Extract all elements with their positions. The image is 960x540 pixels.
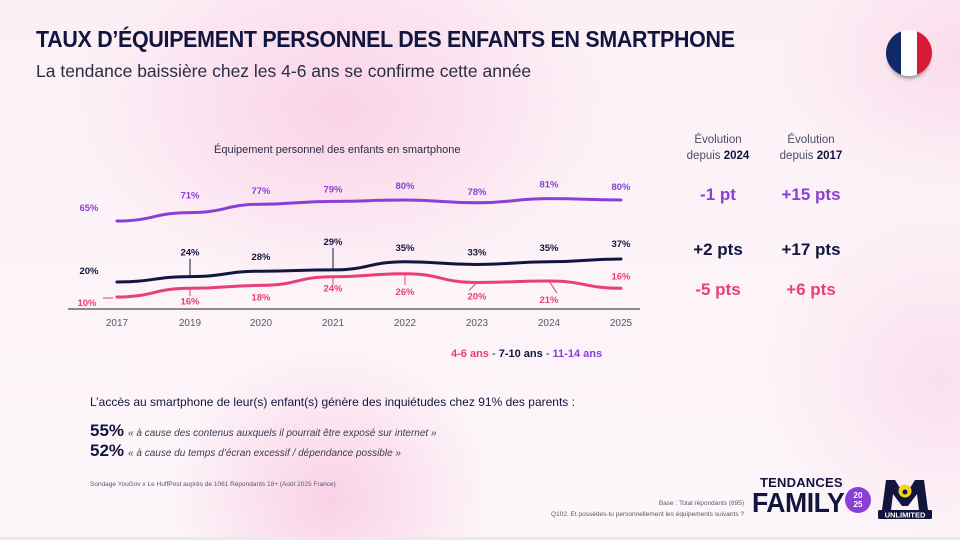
data-label: 28% [251, 252, 271, 263]
data-label: 24% [180, 248, 200, 259]
base-text: Base : Total répondants (895) [658, 500, 744, 507]
data-label: 33% [467, 247, 487, 258]
question-text: Q102. Et possèdes-tu personnellement les… [551, 511, 744, 518]
legend-item-4-6: 4-6 ans [451, 348, 489, 360]
legend-item-11-14: 11-14 ans [552, 348, 603, 360]
data-label: 18% [251, 292, 271, 303]
data-label: 37% [611, 239, 631, 250]
data-label: 77% [251, 186, 271, 197]
base-note: Base : Total répondants (895) Q102. Et p… [551, 498, 744, 520]
x-tick-label: 2023 [466, 318, 489, 329]
evolution-since-label: depuis [779, 150, 814, 162]
data-label: 16% [611, 271, 631, 282]
label-leader-line [468, 282, 478, 291]
evolution-heading-label: Évolution [787, 134, 835, 146]
bottom-divider [0, 537, 960, 540]
evolution-11-14-since-2017: +15 pts [781, 185, 841, 204]
data-label: 78% [467, 187, 487, 198]
year-badge: 20 25 [845, 487, 871, 513]
evolution-year: 2024 [723, 150, 750, 162]
concern-item: 52% « à cause du temps d’écran excessif /… [90, 441, 401, 461]
legend-separator: - [491, 348, 496, 360]
series-line-7-10-ans [115, 257, 623, 284]
concern-item: 55% « à cause des contenus auxquels il po… [90, 421, 437, 441]
x-tick-label: 2017 [106, 318, 129, 329]
concern-percent: 52% [90, 441, 125, 460]
m6-unlimited-logo: UNLIMITED [878, 480, 932, 520]
label-leader-line [548, 280, 558, 294]
data-label: 80% [611, 182, 631, 193]
evolution-header-2017: Évolution depuis 2017 [761, 132, 861, 164]
series-line-11-14-ans [115, 197, 623, 223]
legend-item-7-10: 7-10 ans [498, 348, 543, 360]
source-note: Sondage YouGov x Le HuffPost auprès de 1… [90, 481, 336, 488]
evolution-11-14-since-2024: -1 pt [700, 185, 736, 204]
evolution-header-2024: Évolution depuis 2024 [668, 132, 768, 164]
concern-quote: « à cause du temps d’écran excessif / dé… [128, 448, 401, 459]
data-label: 80% [395, 181, 415, 192]
logo-line-1: TENDANCES [760, 475, 843, 490]
x-tick-label: 2022 [394, 318, 417, 329]
data-label: 21% [539, 295, 559, 306]
badge-bottom: 25 [853, 500, 863, 509]
evolution-7-10-since-2017: +17 pts [781, 240, 841, 259]
data-label: 10% [77, 298, 97, 309]
evolution-heading-label: Évolution [694, 134, 742, 146]
data-label: 20% [79, 266, 99, 277]
x-tick-label: 2021 [322, 318, 345, 329]
page-subtitle: La tendance baissière chez les 4-6 ans s… [36, 61, 532, 81]
data-label: 65% [79, 203, 99, 214]
data-label: 35% [539, 243, 559, 254]
x-tick-label: 2019 [179, 318, 202, 329]
data-label: 24% [323, 284, 343, 295]
data-label: 71% [180, 191, 200, 202]
data-label: 79% [323, 184, 343, 195]
data-label: 20% [467, 292, 487, 303]
badge-top: 20 [853, 491, 863, 500]
data-label: 26% [395, 287, 415, 298]
evolution-year: 2017 [816, 150, 843, 162]
m6-label: UNLIMITED [885, 511, 926, 520]
concern-intro: L’accès au smartphone de leur(s) enfant(… [90, 395, 575, 409]
x-tick-label: 2020 [250, 318, 273, 329]
tendances-family-logo: TENDANCES FAMILY [752, 476, 849, 517]
chart-legend: 4-6 ans - 7-10 ans - 11-14 ans [451, 348, 602, 360]
data-label: 16% [180, 296, 200, 307]
x-tick-label: 2024 [538, 318, 561, 329]
data-label: 81% [539, 180, 559, 191]
evolution-7-10-since-2024: +2 pts [693, 240, 743, 259]
evolution-4-6-since-2017: +6 pts [786, 280, 836, 299]
chart-title: Équipement personnel des enfants en smar… [214, 144, 461, 156]
page-title: TAUX D’ÉQUIPEMENT PERSONNEL DES ENFANTS … [36, 26, 735, 52]
france-flag-icon [886, 30, 932, 76]
legend-separator: - [545, 348, 550, 360]
data-label: 35% [395, 243, 415, 254]
logo-line-2: FAMILY [752, 487, 845, 518]
concern-quote: « à cause des contenus auxquels il pourr… [128, 428, 437, 439]
evolution-since-label: depuis [686, 150, 721, 162]
x-tick-label: 2025 [610, 318, 633, 329]
concern-percent: 55% [90, 421, 125, 440]
evolution-4-6-since-2024: -5 pts [695, 280, 741, 299]
data-label: 29% [323, 237, 343, 248]
